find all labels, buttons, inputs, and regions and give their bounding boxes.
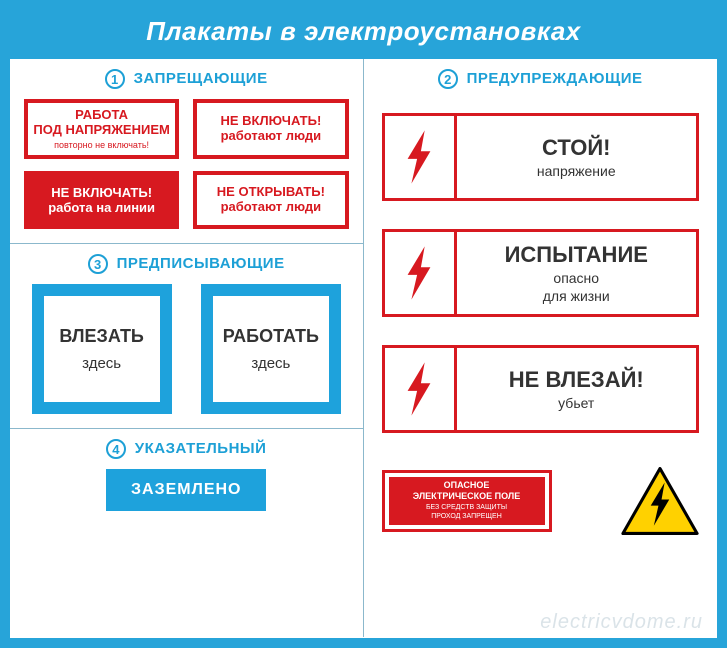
lightning-icon	[385, 116, 457, 198]
section-label: УКАЗАТЕЛЬНЫЙ	[135, 440, 267, 457]
section-prescriptive: 3 ПРЕДПИСЫВАЮЩИЕ ВЛЕЗАТЬ здесь РАБОТАТЬ …	[10, 244, 363, 429]
sign-stop-voltage: СТОЙ! напряжение	[382, 113, 700, 201]
sign-work-here: РАБОТАТЬ здесь	[201, 284, 341, 414]
sign-electric-field: ОПАСНОЕ ЭЛЕКТРИЧЕСКОЕ ПОЛЕ БЕЗ СРЕДСТВ З…	[382, 470, 552, 532]
section-title-indicative: 4 УКАЗАТЕЛЬНЫЙ	[24, 439, 349, 459]
section-label: ПРЕДПИСЫВАЮЩИЕ	[117, 255, 285, 272]
sign-test-danger: ИСПЫТАНИЕ опасно для жизни	[382, 229, 700, 317]
left-column: 1 ЗАПРЕЩАЮЩИЕ РАБОТА ПОД НАПРЯЖЕНИЕМ пов…	[10, 59, 364, 637]
section-title-warning: 2 ПРЕДУПРЕЖДАЮЩИЕ	[382, 69, 700, 89]
section-label: ЗАПРЕЩАЮЩИЕ	[134, 70, 268, 87]
section-warning: 2 ПРЕДУПРЕЖДАЮЩИЕ СТОЙ! напряжение ИСПЫТ…	[364, 59, 718, 637]
sign-do-not-switch-people: НЕ ВКЛЮЧАТЬ! работают люди	[193, 99, 348, 159]
warning-bottom-row: ОПАСНОЕ ЭЛЕКТРИЧЕСКОЕ ПОЛЕ БЕЗ СРЕДСТВ З…	[382, 467, 700, 535]
warning-triangle-icon	[621, 467, 699, 535]
section-number: 2	[438, 69, 458, 89]
prohibiting-grid: РАБОТА ПОД НАПРЯЖЕНИЕМ повторно не включ…	[24, 99, 349, 229]
sign-grounded: ЗАЗЕМЛЕНО	[106, 469, 266, 511]
section-number: 1	[105, 69, 125, 89]
sign-voltage-work: РАБОТА ПОД НАПРЯЖЕНИЕМ повторно не включ…	[24, 99, 179, 159]
section-number: 3	[88, 254, 108, 274]
sign-climb-here: ВЛЕЗАТЬ здесь	[32, 284, 172, 414]
content-area: 1 ЗАПРЕЩАЮЩИЕ РАБОТА ПОД НАПРЯЖЕНИЕМ пов…	[10, 59, 717, 637]
section-title-prohibiting: 1 ЗАПРЕЩАЮЩИЕ	[24, 69, 349, 89]
lightning-icon	[385, 232, 457, 314]
section-indicative: 4 УКАЗАТЕЛЬНЫЙ ЗАЗЕМЛЕНО	[10, 429, 363, 529]
board-title: Плакаты в электроустановках	[10, 10, 717, 59]
sign-do-not-climb: НЕ ВЛЕЗАЙ! убьет	[382, 345, 700, 433]
lightning-icon	[385, 348, 457, 430]
section-number: 4	[106, 439, 126, 459]
section-label: ПРЕДУПРЕЖДАЮЩИЕ	[467, 70, 643, 87]
prescriptive-grid: ВЛЕЗАТЬ здесь РАБОТАТЬ здесь	[24, 284, 349, 414]
safety-poster-board: Плакаты в электроустановках 1 ЗАПРЕЩАЮЩИ…	[0, 0, 727, 648]
sign-do-not-switch-line: НЕ ВКЛЮЧАТЬ! работа на линии	[24, 171, 179, 229]
sign-do-not-open: НЕ ОТКРЫВАТЬ! работают люди	[193, 171, 348, 229]
section-prohibiting: 1 ЗАПРЕЩАЮЩИЕ РАБОТА ПОД НАПРЯЖЕНИЕМ пов…	[10, 59, 363, 244]
section-title-prescriptive: 3 ПРЕДПИСЫВАЮЩИЕ	[24, 254, 349, 274]
